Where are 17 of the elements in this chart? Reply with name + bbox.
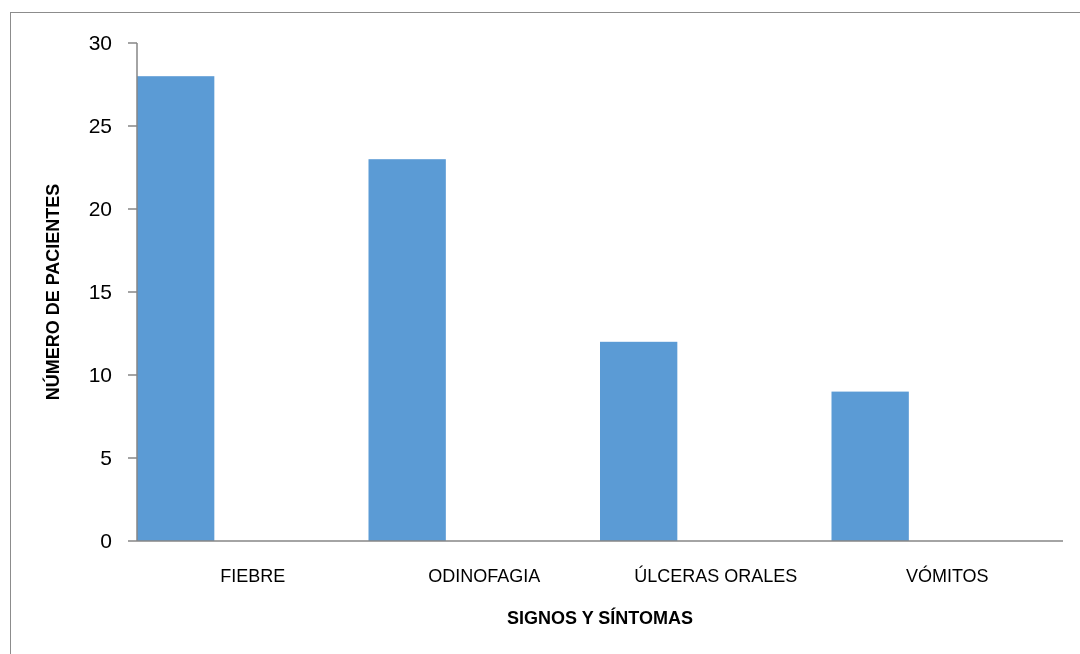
y-tick-label: 30: [88, 31, 112, 55]
x-tick-label: FIEBRE: [220, 565, 286, 586]
y-axis-title: NÚMERO DE PACIENTES: [42, 183, 64, 401]
x-tick-label: ODINOFAGIA: [428, 565, 541, 586]
y-tick-label: 20: [88, 197, 112, 221]
bar: [137, 76, 215, 541]
x-tick-label: VÓMITOS: [905, 564, 989, 586]
y-tick-label: 5: [100, 446, 112, 470]
y-tick-label: 25: [88, 114, 112, 138]
x-tick-label: ÚLCERAS ORALES: [634, 564, 798, 586]
y-tick-label: 0: [100, 529, 112, 553]
x-axis-title: SIGNOS Y SÍNTOMAS: [506, 607, 694, 628]
y-tick-label: 15: [88, 280, 112, 304]
bar: [600, 341, 678, 541]
y-tick-label: 10: [88, 363, 112, 387]
bar: [831, 391, 909, 541]
bar: [368, 159, 446, 541]
